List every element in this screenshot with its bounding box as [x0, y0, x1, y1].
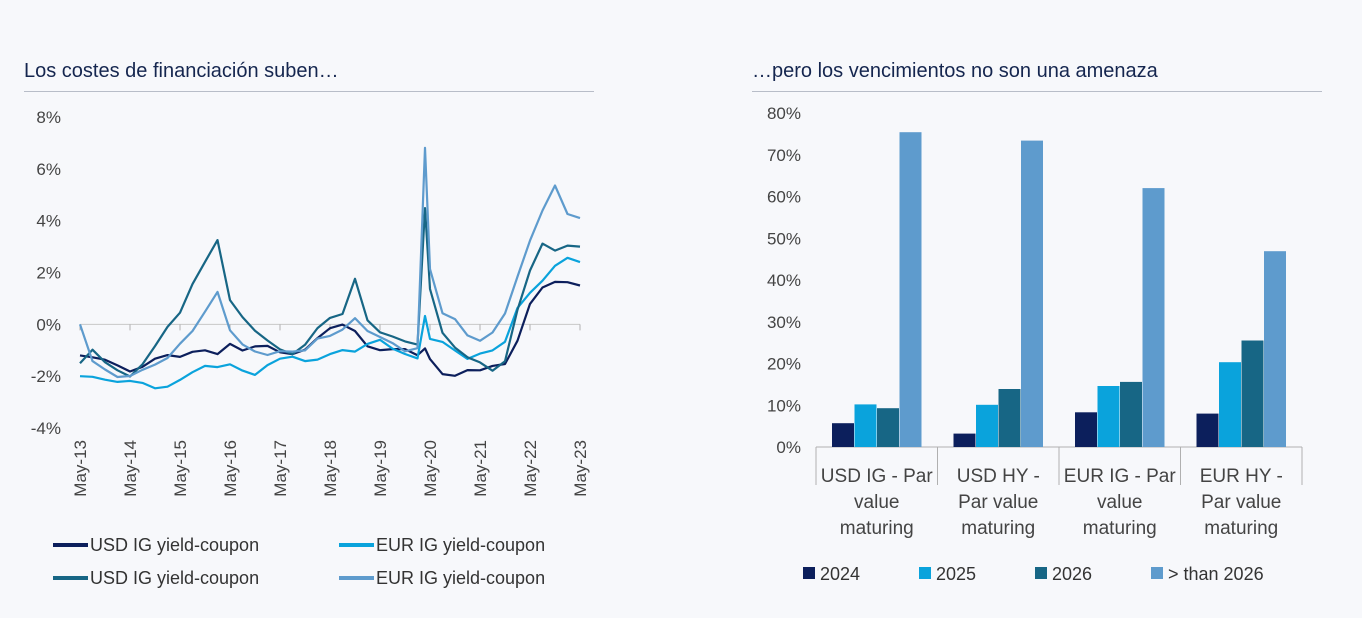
bar-2025-cat4	[1219, 362, 1241, 447]
category-label-line: USD HY -	[957, 466, 1040, 487]
legend-swatch-1	[803, 567, 815, 579]
category-label-line: Par value	[958, 492, 1038, 513]
category-label-line: EUR IG - Par	[1064, 466, 1177, 487]
x-tick-label: May-16	[221, 440, 240, 497]
category-label-line: EUR HY -	[1200, 466, 1283, 487]
y-tick-label: 70%	[767, 146, 801, 165]
legend-label-1: USD IG yield-coupon	[90, 535, 259, 555]
bar-2026-cat1	[877, 408, 899, 447]
legend-swatch-4	[1151, 567, 1163, 579]
x-tick-label: May-20	[421, 440, 440, 497]
legend-label-2: 2025	[936, 564, 976, 584]
x-tick-label: May-22	[521, 440, 540, 497]
right-chart-title: …pero los vencimientos no son una amenaz…	[752, 60, 1158, 82]
legend-label-2: EUR IG yield-coupon	[376, 535, 545, 555]
category-label-line: maturing	[840, 518, 914, 539]
bar--than-2026-cat3	[1142, 188, 1165, 447]
left-chart-title: Los costes de financiación suben…	[24, 60, 339, 82]
legend-label-3: 2026	[1052, 564, 1092, 584]
bar-2024-cat3	[1075, 412, 1097, 447]
series-line-4	[78, 146, 581, 379]
right-panel: …pero los vencimientos no son una amenaz…	[700, 0, 1362, 618]
series-line-2	[79, 256, 581, 390]
bar-2025-cat2	[976, 404, 998, 447]
bar-2025-cat3	[1097, 386, 1120, 447]
right-title-rule	[752, 91, 1322, 92]
bar-2024-cat2	[953, 433, 976, 447]
category-label-line: value	[1097, 492, 1142, 513]
y-tick-label: 6%	[36, 160, 61, 179]
bar-2024-cat1	[832, 423, 854, 447]
x-tick-label: May-15	[171, 440, 190, 497]
y-tick-label: 2%	[36, 264, 61, 283]
category-label-line: USD IG - Par	[821, 466, 934, 487]
bar-2025-cat1	[854, 404, 877, 447]
category-label-line: value	[854, 492, 899, 513]
x-tick-label: May-23	[571, 440, 590, 497]
y-tick-label: 60%	[767, 188, 801, 207]
y-tick-label: 80%	[767, 104, 801, 123]
bar-2026-cat2	[998, 389, 1021, 447]
bar--than-2026-cat1	[899, 132, 922, 447]
bar--than-2026-cat4	[1264, 251, 1286, 447]
bar-2026-cat4	[1241, 340, 1264, 447]
series-line-1	[79, 280, 581, 377]
category-label-line: maturing	[961, 518, 1035, 539]
legend-swatch-2	[919, 567, 931, 579]
y-tick-label: 50%	[767, 229, 801, 248]
bar-2024-cat4	[1196, 413, 1219, 447]
legend-label-4: EUR IG yield-coupon	[376, 568, 545, 588]
y-tick-label: -2%	[31, 367, 61, 386]
category-label-line: maturing	[1083, 518, 1157, 539]
y-tick-label: 20%	[767, 355, 801, 374]
y-tick-label: 40%	[767, 271, 801, 290]
x-tick-label: May-17	[271, 440, 290, 497]
y-tick-label: 4%	[36, 212, 61, 231]
y-tick-label: 8%	[36, 108, 61, 127]
legend-swatch-3	[1035, 567, 1047, 579]
x-tick-label: May-21	[471, 440, 490, 497]
y-tick-label: 0%	[36, 315, 61, 334]
x-tick-label: May-13	[71, 440, 90, 497]
x-tick-label: May-19	[371, 440, 390, 497]
bar-chart: 0% 10% 20% 30% 40% 50% 60% 70% 80% USD IG - Par va…	[767, 104, 1303, 584]
category-label-line: maturing	[1204, 518, 1278, 539]
left-title-rule	[24, 91, 594, 92]
line-chart: -4% -2% 0% 2% 4% 6% 8% May-13 May-14 May-15 May-16…	[31, 108, 590, 588]
series-line-3	[79, 207, 581, 378]
x-tick-label: May-14	[121, 440, 140, 497]
bar-2026-cat3	[1120, 381, 1142, 447]
y-tick-label: -4%	[31, 419, 61, 438]
left-panel: Los costes de financiación suben… -4% -2%…	[0, 0, 640, 618]
legend-label-3: USD IG yield-coupon	[90, 568, 259, 588]
bar--than-2026-cat2	[1021, 140, 1043, 447]
x-tick-label: May-18	[321, 440, 340, 497]
legend-label-1: 2024	[820, 564, 860, 584]
category-label-line: Par value	[1201, 492, 1281, 513]
legend-label-4: > than 2026	[1168, 564, 1264, 584]
y-tick-label: 0%	[776, 438, 801, 457]
y-tick-label: 10%	[767, 396, 801, 415]
y-tick-label: 30%	[767, 313, 801, 332]
